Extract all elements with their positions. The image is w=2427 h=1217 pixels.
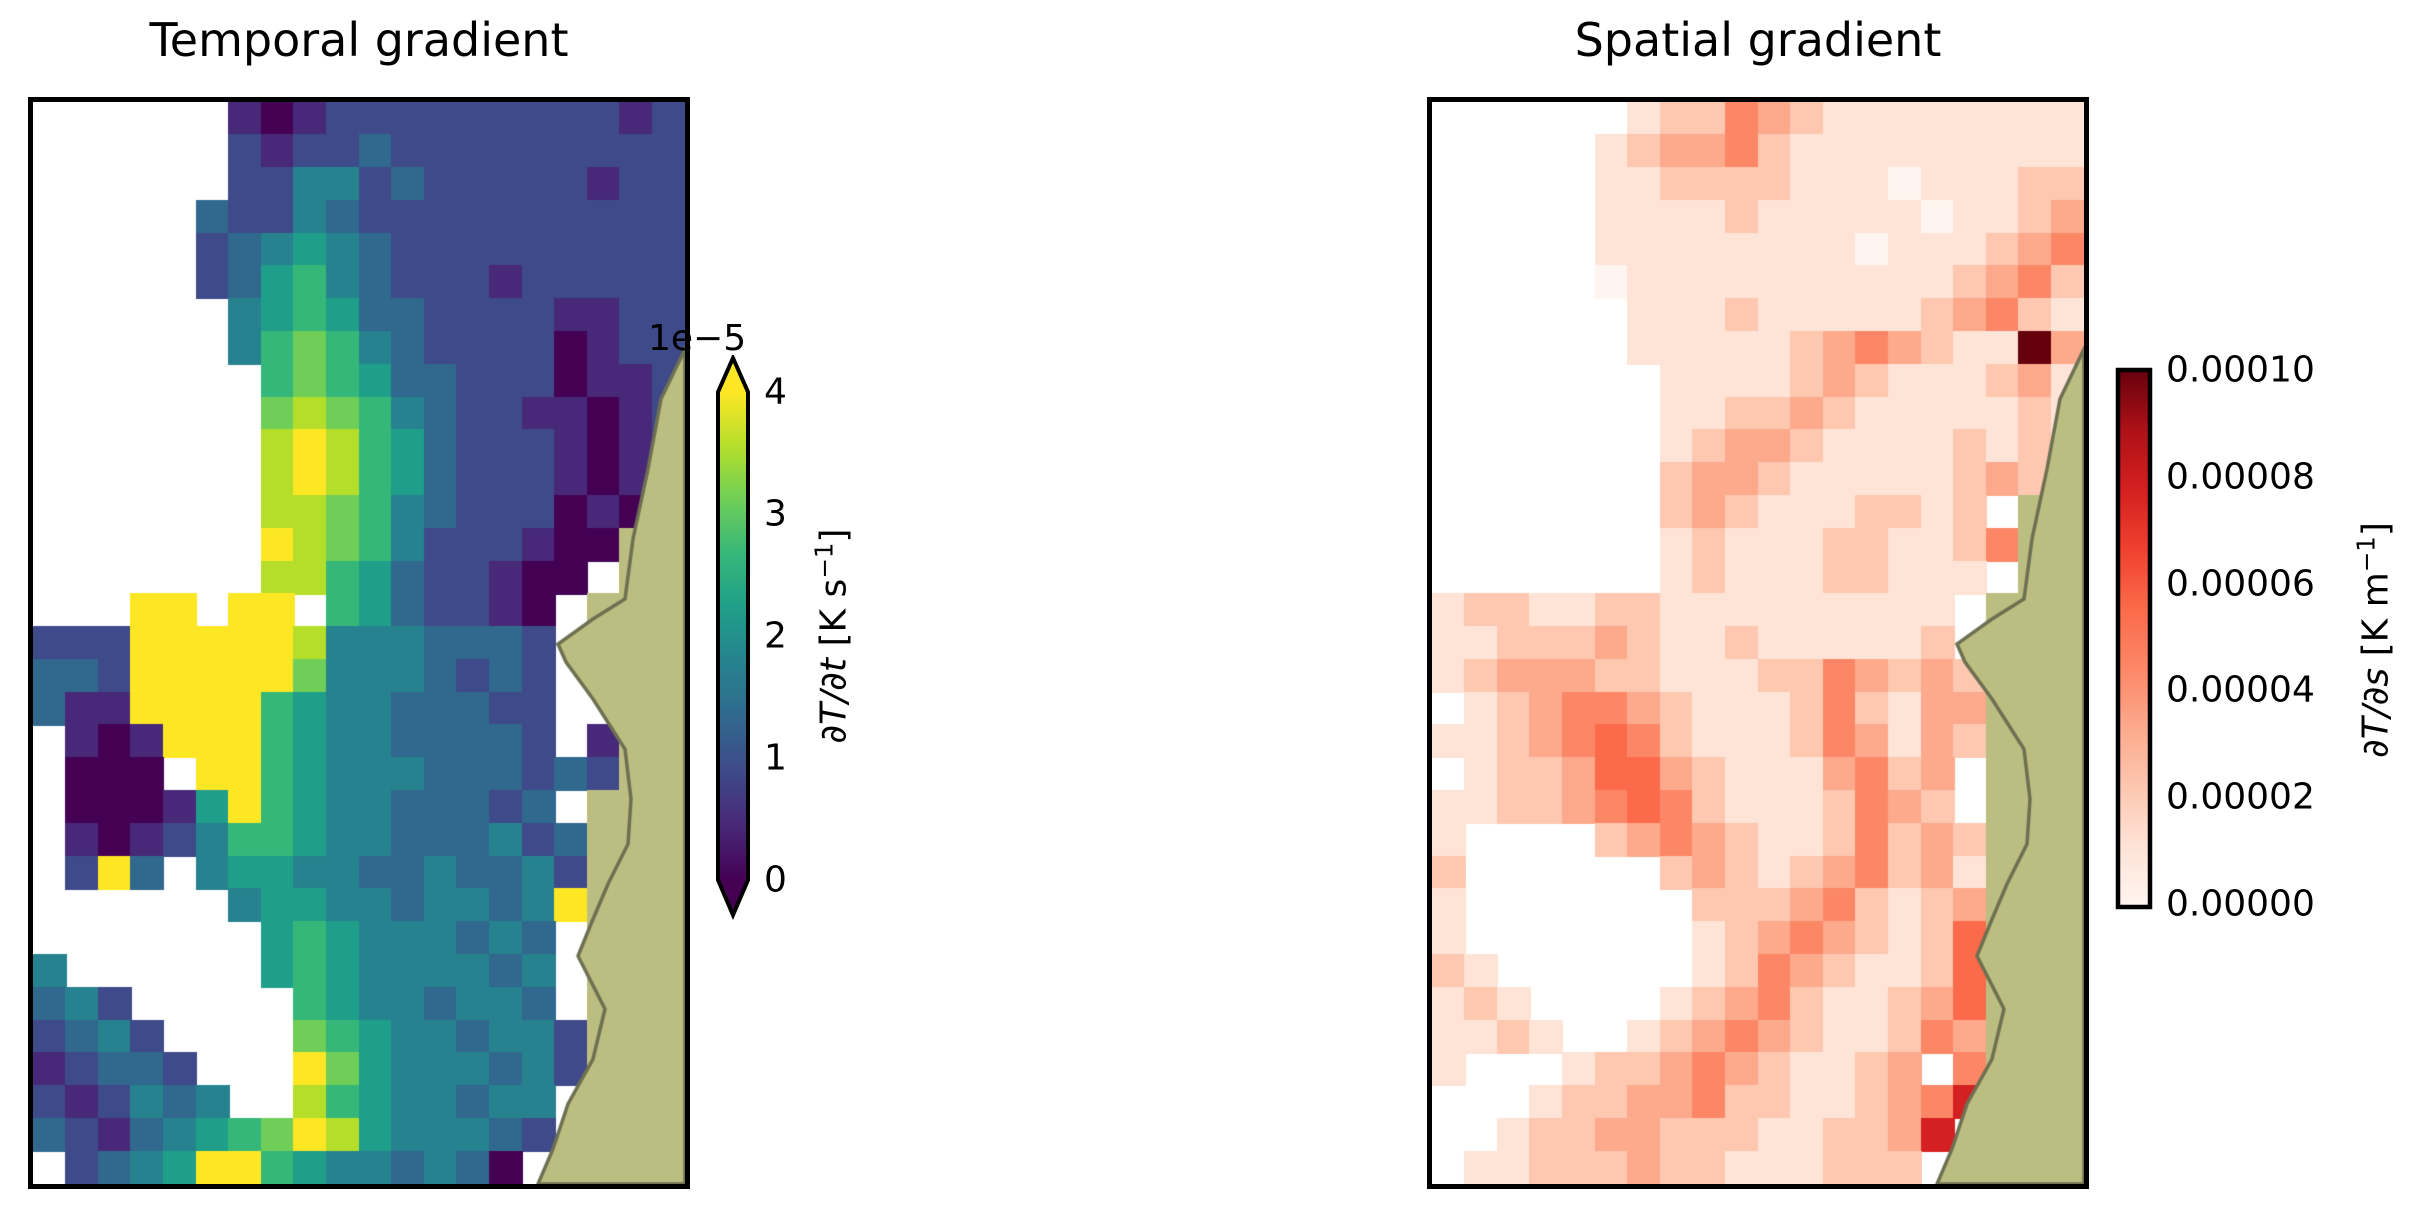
temporal-colorbar-label-sup: −1 xyxy=(809,542,839,579)
temporal-colorbar xyxy=(716,355,750,920)
spatial-colorbar-label-sup: −1 xyxy=(2351,536,2381,573)
temporal-colorbar-tick-label: 1 xyxy=(764,737,787,779)
temporal-colorbar-tick-label: 2 xyxy=(764,615,787,657)
temporal-colorbar-label-units-pre: [K s xyxy=(813,578,855,658)
spatial-colorbar-tick-label: 0.00000 xyxy=(2166,883,2315,925)
spatial-gradient-map-panel xyxy=(1427,97,2089,1189)
spatial-colorbar-axis-label: ∂T/∂s [K m−1] xyxy=(2352,522,2397,758)
spatial-colorbar-tick-label: 0.00008 xyxy=(2166,456,2315,498)
spatial-colorbar-label-math: ∂T/∂s xyxy=(2355,667,2397,758)
temporal-colorbar-tick-label: 4 xyxy=(764,371,787,413)
spatial-panel-title: Spatial gradient xyxy=(1574,13,1942,67)
temporal-gradient-map-panel xyxy=(28,97,690,1189)
spatial-colorbar-tick-label: 0.00006 xyxy=(2166,563,2315,605)
spatial-colorbar-tick-label: 0.00010 xyxy=(2166,349,2315,391)
spatial-colorbar xyxy=(2115,367,2153,910)
temporal-panel-title: Temporal gradient xyxy=(149,13,569,67)
spatial-colorbar-tick-label: 0.00002 xyxy=(2166,776,2315,818)
spatial-colorbar-label-post: ] xyxy=(2355,522,2397,537)
temporal-colorbar-tick-label: 3 xyxy=(764,493,787,535)
temporal-colorbar-label-math: ∂T/∂t xyxy=(813,657,855,744)
temporal-colorbar-axis-label: ∂T/∂t [K s−1] xyxy=(810,529,855,744)
temporal-colorbar-label-post: ] xyxy=(813,528,855,543)
temporal-gradient-heatmap-canvas xyxy=(33,102,685,1184)
spatial-colorbar-bar xyxy=(2115,367,2153,910)
temporal-colorbar-offset-text: 1e−5 xyxy=(648,318,747,359)
temporal-colorbar-tick-label: 0 xyxy=(764,859,787,901)
spatial-colorbar-label-units-pre: [K m xyxy=(2355,572,2397,668)
spatial-colorbar-tick-label: 0.00004 xyxy=(2166,669,2315,711)
temporal-colorbar-bar xyxy=(716,355,750,920)
spatial-gradient-heatmap-canvas xyxy=(1432,102,2084,1184)
